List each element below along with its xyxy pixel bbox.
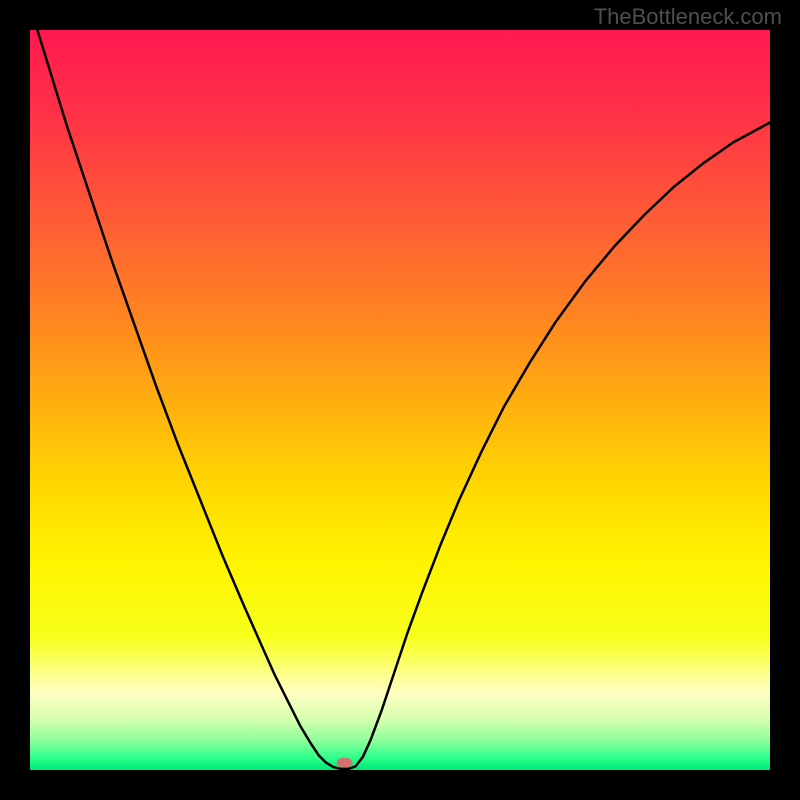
optimum-marker — [337, 758, 353, 768]
bottleneck-chart — [0, 0, 800, 800]
watermark-text: TheBottleneck.com — [594, 4, 782, 30]
